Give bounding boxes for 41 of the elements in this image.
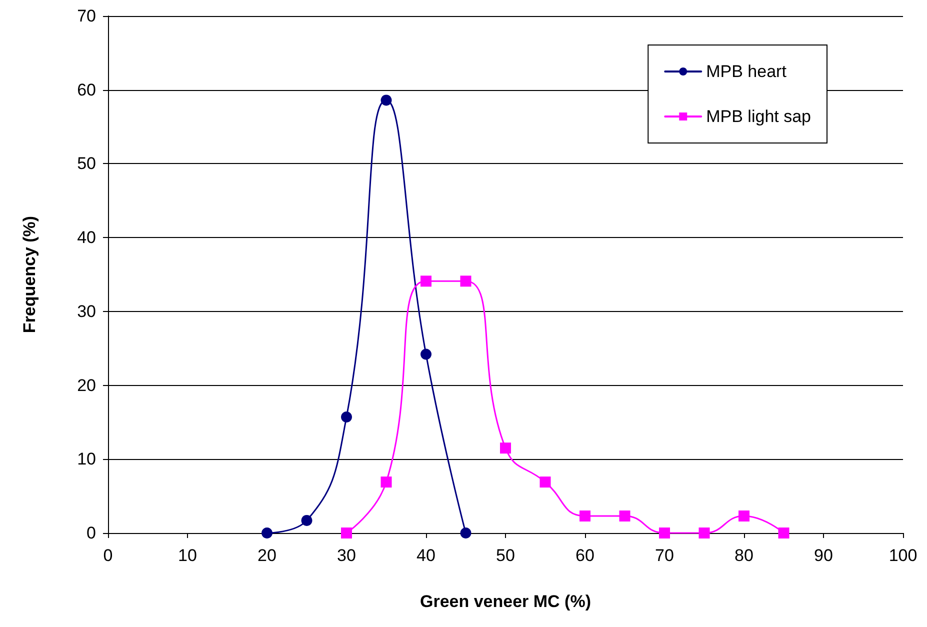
y-tick-label: 40 — [77, 228, 96, 248]
x-tick-label: 60 — [576, 546, 594, 565]
point — [262, 528, 272, 538]
x-tick-label: 0 — [103, 546, 113, 565]
y-tick-label: 70 — [77, 6, 96, 26]
point — [380, 94, 392, 106]
y-tick-label: 50 — [77, 154, 96, 174]
point — [580, 510, 590, 522]
point — [341, 412, 352, 423]
point — [698, 528, 710, 538]
point — [500, 442, 511, 454]
point — [460, 528, 472, 538]
point — [778, 528, 790, 538]
point — [738, 510, 750, 522]
point — [540, 476, 551, 488]
point — [380, 476, 392, 488]
point — [301, 514, 312, 526]
point — [420, 276, 432, 287]
y-tick-label: 30 — [77, 302, 96, 321]
y-tick-label: 10 — [77, 450, 96, 469]
legend-label: MPB light sap — [706, 107, 812, 126]
x-tick-label: 30 — [337, 546, 356, 565]
y-tick-label: 60 — [77, 80, 96, 100]
y-tick-label: 20 — [77, 376, 96, 395]
x-tick-label: 10 — [178, 546, 197, 565]
x-tick-label: 70 — [655, 546, 674, 565]
point — [659, 528, 670, 538]
point — [341, 528, 352, 538]
point — [619, 510, 630, 522]
legend-label: MPB heart — [706, 62, 787, 81]
point — [420, 348, 432, 360]
x-tick-label: 40 — [416, 546, 436, 565]
x-axis-title: Green veneer MC (%) — [420, 592, 591, 611]
x-tick-label: 90 — [814, 546, 833, 565]
y-tick-label: 0 — [86, 524, 96, 542]
x-tick-label: 80 — [734, 546, 754, 565]
point — [460, 276, 472, 287]
x-tick-label: 50 — [496, 546, 515, 565]
x-tick-label: 20 — [258, 546, 276, 565]
x-tick-label: 100 — [888, 546, 918, 565]
y-axis-title: Frequency (%) — [20, 216, 39, 334]
